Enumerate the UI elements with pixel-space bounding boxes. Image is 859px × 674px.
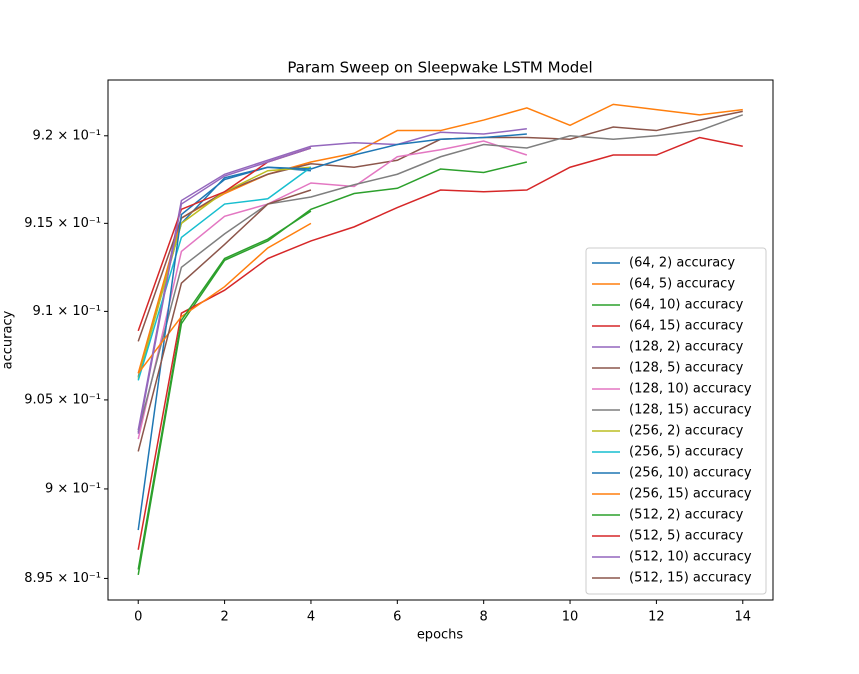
x-tick-label: 12	[648, 610, 665, 625]
legend-label: (64, 10) accuracy	[629, 298, 744, 313]
legend-label: (512, 10) accuracy	[629, 550, 752, 565]
series-line	[137, 140, 528, 440]
legend-label: (64, 15) accuracy	[629, 319, 744, 334]
y-tick-label: 9 × 10⁻¹	[45, 481, 101, 496]
series-line	[137, 189, 312, 452]
legend-label: (256, 2) accuracy	[629, 424, 744, 439]
y-tick-label: 8.95 × 10⁻¹	[24, 571, 101, 586]
y-tick-label: 9.15 × 10⁻¹	[24, 216, 101, 231]
series-line	[137, 136, 743, 550]
series-line	[137, 161, 528, 575]
series-line	[137, 222, 312, 374]
legend-label: (512, 15) accuracy	[629, 571, 752, 586]
series-line	[137, 128, 527, 431]
x-axis-label: epochs	[417, 628, 464, 643]
x-tick-label: 10	[562, 610, 579, 625]
x-tick-label: 14	[734, 610, 751, 625]
y-tick-label: 9.2 × 10⁻¹	[33, 128, 101, 143]
chart-title: Param Sweep on Sleepwake LSTM Model	[287, 59, 592, 77]
y-axis-label: accuracy	[1, 310, 16, 369]
legend-box	[585, 247, 767, 595]
x-tick-label: 4	[307, 610, 315, 625]
legend-label: (512, 5) accuracy	[629, 529, 744, 544]
y-tick-label: 9.05 × 10⁻¹	[24, 392, 101, 407]
legend-label: (64, 2) accuracy	[629, 256, 735, 271]
x-tick-label: 0	[134, 610, 142, 625]
legend-label: (256, 10) accuracy	[629, 466, 752, 481]
y-tick-label: 9.1 × 10⁻¹	[33, 304, 101, 319]
series-line	[137, 133, 527, 531]
legend-label: (256, 15) accuracy	[629, 487, 752, 502]
series-line	[137, 103, 743, 374]
x-tick-label: 8	[480, 610, 488, 625]
legend-label: (256, 5) accuracy	[629, 445, 744, 460]
series-line	[137, 210, 312, 570]
plot-frame	[107, 79, 774, 601]
legend-label: (128, 5) accuracy	[629, 361, 744, 376]
legend-label: (64, 5) accuracy	[629, 277, 735, 292]
legend-label: (128, 15) accuracy	[629, 403, 752, 418]
legend-label: (128, 10) accuracy	[629, 382, 752, 397]
legend-label: (128, 2) accuracy	[629, 340, 744, 355]
x-tick-label: 6	[393, 610, 401, 625]
legend-label: (512, 2) accuracy	[629, 508, 744, 523]
series-line	[137, 114, 744, 433]
series-line	[137, 166, 312, 381]
series-line	[137, 147, 312, 434]
x-tick-label: 2	[220, 610, 228, 625]
